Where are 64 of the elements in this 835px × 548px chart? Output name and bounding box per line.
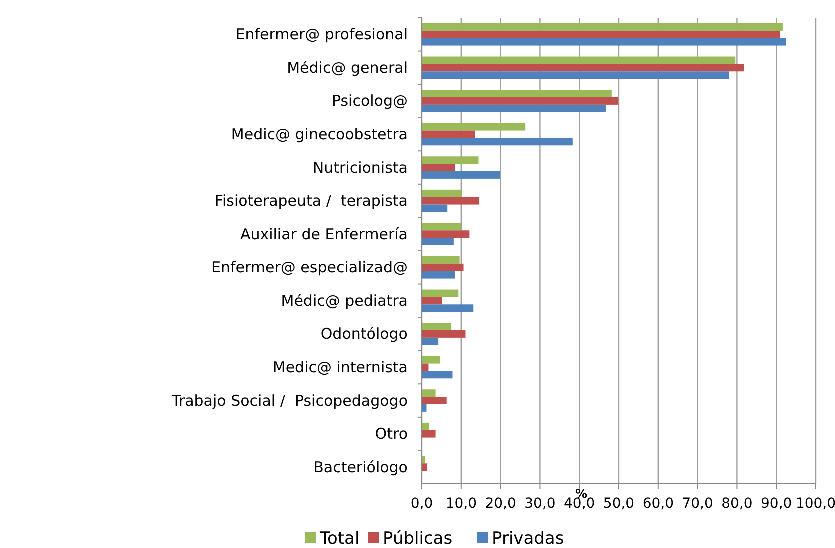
x-tick-label: 90,0 — [761, 496, 792, 512]
x-tick-label: 50,0 — [603, 496, 635, 512]
bar — [422, 390, 436, 398]
x-tick-label: 100,0 — [796, 496, 835, 512]
y-tick-label: Enfermer@ especializad@ — [212, 258, 408, 277]
bar — [422, 97, 619, 105]
y-tick-label: Psicolog@ — [332, 92, 408, 110]
legend-label: Públicas — [383, 529, 453, 548]
bar — [422, 323, 452, 330]
bar — [422, 197, 480, 205]
bar — [422, 397, 447, 405]
bar — [422, 371, 453, 379]
bar — [422, 356, 441, 364]
bar — [422, 30, 780, 38]
y-tick-label: Medic@ ginecoobstetra — [231, 126, 408, 144]
bar — [422, 164, 456, 172]
bar — [422, 204, 448, 212]
bar — [422, 422, 430, 430]
bar — [422, 130, 476, 138]
y-tick-label: Odontólogo — [320, 325, 408, 344]
bar — [422, 256, 460, 264]
x-tick-label: 80,0 — [722, 496, 753, 512]
bar — [422, 297, 442, 305]
bar — [422, 90, 612, 98]
y-tick-label: Fisioterapeuta / terapista — [214, 192, 408, 210]
bar — [422, 56, 736, 64]
bar — [422, 123, 526, 131]
x-tick-label: 0,0 — [410, 496, 434, 512]
bar — [422, 238, 454, 246]
bar — [422, 190, 462, 198]
y-tick-label: Auxiliar de Enfermería — [240, 225, 408, 244]
bar — [422, 230, 470, 238]
bar — [422, 138, 573, 146]
bar — [422, 290, 459, 298]
y-tick-label: Nutricionista — [312, 158, 408, 177]
legend-label: Total — [319, 529, 360, 548]
bar — [422, 338, 439, 346]
y-tick-label: Bacteriólogo — [314, 458, 408, 476]
y-tick-label: Enfermer@ profesional — [236, 26, 408, 44]
bar — [422, 104, 606, 112]
x-tick-label: 60,0 — [642, 496, 674, 512]
bar — [422, 271, 456, 279]
y-tick-label: Medic@ internista — [272, 358, 408, 376]
bar — [422, 304, 474, 312]
y-tick-label: Médic@ pediatra — [281, 292, 408, 310]
bar — [422, 223, 462, 231]
bar — [422, 38, 786, 46]
bar — [422, 64, 744, 72]
x-tick-label: 10,0 — [446, 496, 477, 512]
bar — [422, 23, 783, 31]
bar — [422, 156, 479, 164]
x-tick-label: 20,0 — [485, 496, 516, 512]
y-tick-label: Otro — [375, 425, 408, 444]
bar — [422, 464, 428, 472]
bar — [422, 264, 464, 272]
x-tick-label: 30,0 — [524, 496, 556, 512]
bar — [422, 72, 730, 80]
bar — [422, 430, 436, 438]
bar — [422, 172, 500, 179]
y-tick-label: Médic@ general — [287, 58, 408, 77]
x-tick-label: 70,0 — [682, 496, 714, 512]
legend-label: Privadas — [492, 529, 564, 548]
y-tick-label: Trabajo Social / Psicopedagogo — [170, 392, 408, 410]
bar — [422, 330, 466, 338]
